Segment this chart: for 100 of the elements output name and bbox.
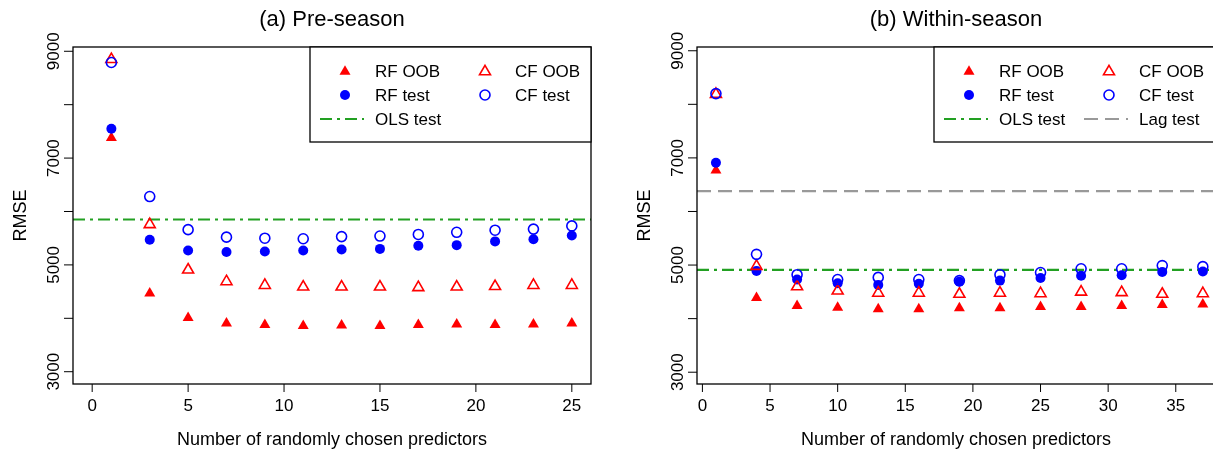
point xyxy=(220,274,233,286)
point xyxy=(374,319,386,330)
point xyxy=(451,317,463,328)
point xyxy=(182,223,194,236)
y-tick-label: 3000 xyxy=(668,353,687,392)
x-axis-title: Number of randomly chosen predictors xyxy=(800,429,1112,449)
legend-label: CF OOB xyxy=(1139,62,1205,81)
x-tick-label: 15 xyxy=(895,396,915,415)
point xyxy=(412,318,424,328)
point xyxy=(336,319,348,329)
point xyxy=(105,52,118,64)
y-tick-label: 7000 xyxy=(44,139,63,177)
point xyxy=(489,318,501,328)
point xyxy=(220,316,232,327)
point xyxy=(412,228,425,241)
point xyxy=(566,230,577,241)
legend-label: RF test xyxy=(375,86,431,105)
point xyxy=(373,279,387,291)
point xyxy=(1074,284,1088,296)
point xyxy=(527,223,540,235)
point xyxy=(259,232,271,244)
point xyxy=(912,285,926,297)
point xyxy=(566,316,578,327)
y-axis-title: RMSE xyxy=(10,189,30,242)
point xyxy=(220,231,233,243)
x-tick-label: 35 xyxy=(1166,396,1186,415)
y-tick-label: 9000 xyxy=(44,32,63,71)
point xyxy=(790,279,804,291)
point xyxy=(144,234,155,245)
point xyxy=(259,246,270,257)
point xyxy=(1197,297,1209,308)
point xyxy=(413,240,424,251)
point xyxy=(181,262,195,274)
point xyxy=(259,318,271,328)
point xyxy=(490,236,501,247)
point xyxy=(488,279,502,291)
point xyxy=(527,317,539,328)
point xyxy=(1196,286,1210,298)
y-tick-label: 9000 xyxy=(668,31,687,70)
chart-title: (a) Pre-season xyxy=(259,6,405,31)
point xyxy=(1035,300,1047,311)
point xyxy=(258,278,272,290)
point xyxy=(791,268,803,281)
point xyxy=(105,56,118,69)
point xyxy=(751,291,763,302)
point xyxy=(335,279,348,291)
point xyxy=(336,244,347,255)
legend-label: CF test xyxy=(515,86,571,105)
point xyxy=(528,234,539,245)
point xyxy=(1156,298,1168,308)
point xyxy=(913,273,925,286)
point xyxy=(750,248,763,261)
x-tick-label: 5 xyxy=(765,396,775,415)
point xyxy=(953,286,966,299)
point xyxy=(831,283,844,295)
legend-label: RF OOB xyxy=(375,62,441,81)
point xyxy=(182,311,194,322)
point xyxy=(832,301,844,311)
x-tick-label: 5 xyxy=(183,396,193,415)
legend-label: CF OOB xyxy=(515,62,581,81)
point xyxy=(221,247,232,258)
x-tick-label: 15 xyxy=(370,396,390,415)
point xyxy=(791,299,803,310)
x-tick-label: 10 xyxy=(274,396,294,415)
point xyxy=(412,280,425,292)
point xyxy=(994,301,1006,312)
y-tick-label: 3000 xyxy=(44,352,63,391)
point xyxy=(297,232,310,245)
point xyxy=(450,226,463,239)
y-axis-title: RMSE xyxy=(634,189,654,242)
point xyxy=(335,230,348,243)
point xyxy=(143,217,157,229)
legend-label: OLS test xyxy=(999,110,1066,129)
point xyxy=(993,285,1007,297)
point xyxy=(374,243,385,254)
x-tick-label: 0 xyxy=(87,396,97,415)
chart-title: (b) Within-season xyxy=(869,6,1043,31)
legend-label: RF OOB xyxy=(999,62,1065,81)
x-tick-label: 30 xyxy=(1098,396,1118,415)
point xyxy=(1034,286,1047,298)
point xyxy=(374,230,386,242)
point xyxy=(750,259,763,271)
x-tick-label: 25 xyxy=(1031,396,1050,415)
point xyxy=(450,279,463,291)
point xyxy=(298,245,309,256)
x-tick-label: 0 xyxy=(697,396,708,415)
point xyxy=(710,157,721,168)
point xyxy=(451,240,462,251)
x-tick-label: 20 xyxy=(466,396,486,415)
legend-label: CF test xyxy=(1139,86,1195,105)
x-tick-label: 25 xyxy=(562,396,582,415)
y-tick-label: 7000 xyxy=(668,138,687,177)
point xyxy=(489,224,501,236)
point xyxy=(297,319,309,330)
point xyxy=(527,278,540,290)
point xyxy=(1075,300,1087,311)
point xyxy=(143,190,156,203)
x-axis-title: Number of randomly chosen predictors xyxy=(176,429,488,449)
x-tick-label: 20 xyxy=(963,396,983,415)
point xyxy=(183,245,194,256)
